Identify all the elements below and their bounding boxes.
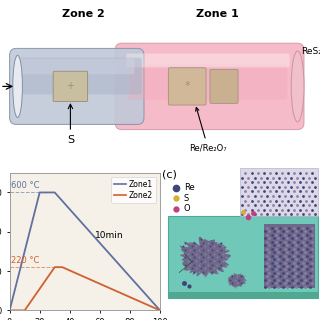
Bar bbox=[240, 168, 318, 216]
Text: Re/Re₂O₇: Re/Re₂O₇ bbox=[189, 108, 227, 152]
Text: 10min: 10min bbox=[95, 231, 124, 240]
Text: 600 °C: 600 °C bbox=[11, 180, 40, 189]
Bar bbox=[168, 292, 318, 298]
FancyBboxPatch shape bbox=[126, 53, 290, 68]
Text: +: + bbox=[67, 81, 75, 92]
Bar bbox=[168, 216, 318, 298]
FancyBboxPatch shape bbox=[19, 59, 134, 74]
FancyBboxPatch shape bbox=[53, 71, 88, 102]
Text: ReS₂: ReS₂ bbox=[301, 47, 320, 56]
FancyBboxPatch shape bbox=[10, 48, 144, 124]
Text: Zone 1: Zone 1 bbox=[196, 9, 239, 19]
Text: 220 °C: 220 °C bbox=[11, 256, 39, 265]
Ellipse shape bbox=[291, 51, 304, 122]
Legend: Zone1, Zone2: Zone1, Zone2 bbox=[111, 177, 156, 203]
Text: O: O bbox=[184, 204, 191, 213]
Text: Zone 2: Zone 2 bbox=[62, 9, 105, 19]
Text: (c): (c) bbox=[162, 169, 176, 180]
Text: *: * bbox=[184, 81, 190, 92]
Polygon shape bbox=[179, 236, 231, 276]
Ellipse shape bbox=[13, 55, 22, 117]
FancyBboxPatch shape bbox=[129, 65, 287, 100]
FancyBboxPatch shape bbox=[168, 68, 206, 105]
FancyBboxPatch shape bbox=[115, 43, 304, 130]
Bar bbox=[264, 224, 315, 288]
Text: S: S bbox=[67, 104, 74, 145]
FancyBboxPatch shape bbox=[15, 58, 142, 94]
Text: Re: Re bbox=[184, 183, 195, 192]
Polygon shape bbox=[227, 273, 247, 288]
Text: S: S bbox=[184, 194, 189, 203]
FancyBboxPatch shape bbox=[210, 69, 238, 103]
